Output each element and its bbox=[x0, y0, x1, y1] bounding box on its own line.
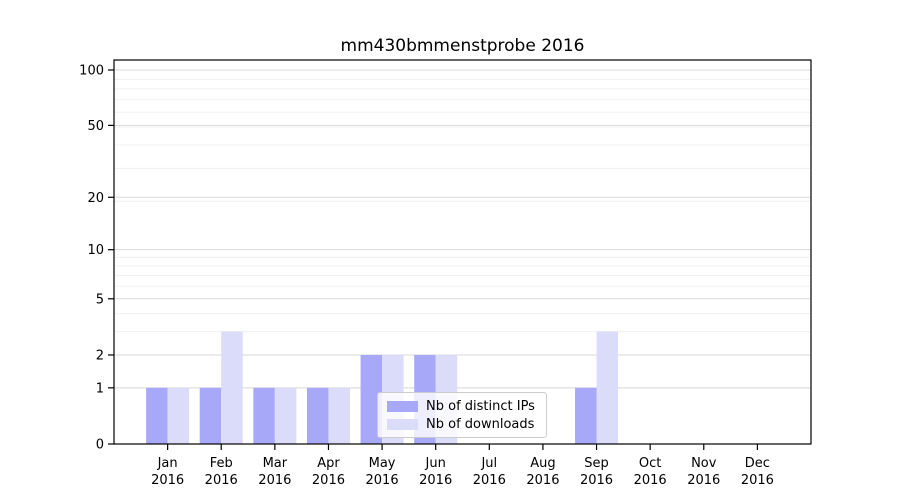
x-tick-label-year: 2016 bbox=[151, 473, 184, 488]
plot-border bbox=[113, 59, 812, 445]
y-tick-label: 0 bbox=[96, 438, 104, 453]
y-tick-label: 5 bbox=[96, 292, 104, 307]
x-tick-label-year: 2016 bbox=[205, 473, 238, 488]
legend-item-distinct-ips: Nb of distinct IPs bbox=[387, 398, 538, 414]
x-tick-label-month: Mar bbox=[263, 456, 288, 471]
bar-distinct-ips bbox=[253, 387, 275, 444]
bar-downloads bbox=[221, 331, 243, 444]
x-tick-label-year: 2016 bbox=[258, 473, 291, 488]
x-tick-label-month: Apr bbox=[317, 456, 340, 471]
x-tick-label-month: May bbox=[369, 456, 396, 471]
legend-item-downloads: Nb of downloads bbox=[387, 416, 538, 432]
x-tick-label-year: 2016 bbox=[366, 473, 399, 488]
bar-downloads bbox=[596, 331, 619, 444]
bar-distinct-ips bbox=[146, 387, 168, 444]
legend-label-distinct-ips: Nb of distinct IPs bbox=[426, 398, 535, 414]
x-tick-label-month: Jul bbox=[480, 456, 497, 471]
y-tick-label: 50 bbox=[87, 119, 104, 134]
bar-distinct-ips bbox=[575, 387, 597, 444]
x-tick-label-year: 2016 bbox=[634, 473, 667, 488]
y-tick-label: 2 bbox=[96, 348, 104, 363]
bar-distinct-ips bbox=[306, 387, 329, 444]
y-tick-label: 10 bbox=[87, 243, 104, 258]
bar-downloads bbox=[328, 387, 350, 444]
x-tick-label-month: Feb bbox=[210, 456, 233, 471]
x-tick-label-month: Dec bbox=[745, 456, 770, 471]
x-tick-label-year: 2016 bbox=[741, 473, 774, 488]
x-tick-label-month: Sep bbox=[584, 456, 609, 471]
chart-title: mm430bmmenstprobe 2016 bbox=[340, 36, 585, 56]
legend-swatch-distinct-ips bbox=[387, 400, 418, 412]
y-tick-label: 20 bbox=[87, 191, 104, 206]
y-tick-label: 100 bbox=[79, 64, 104, 79]
x-tick-label-year: 2016 bbox=[473, 473, 506, 488]
x-tick-label-month: Aug bbox=[530, 456, 555, 471]
x-tick-label-month: Nov bbox=[691, 456, 717, 471]
x-tick-label-month: Jun bbox=[425, 456, 446, 471]
x-tick-label-month: Jan bbox=[157, 456, 178, 471]
bar-downloads bbox=[274, 387, 297, 444]
x-tick-label-year: 2016 bbox=[312, 473, 345, 488]
legend-swatch-downloads bbox=[387, 418, 418, 430]
x-tick-label-year: 2016 bbox=[687, 473, 720, 488]
x-tick-label-month: Oct bbox=[639, 456, 661, 471]
x-tick-label-year: 2016 bbox=[526, 473, 559, 488]
bar-downloads bbox=[167, 387, 190, 444]
x-tick-label-year: 2016 bbox=[419, 473, 452, 488]
x-tick-label-year: 2016 bbox=[580, 473, 613, 488]
legend-label-downloads: Nb of downloads bbox=[426, 416, 535, 432]
bar-distinct-ips bbox=[199, 387, 222, 444]
y-tick-label: 1 bbox=[96, 381, 104, 396]
bar-distinct-ips bbox=[360, 354, 383, 444]
legend: Nb of distinct IPs Nb of downloads bbox=[377, 392, 547, 438]
